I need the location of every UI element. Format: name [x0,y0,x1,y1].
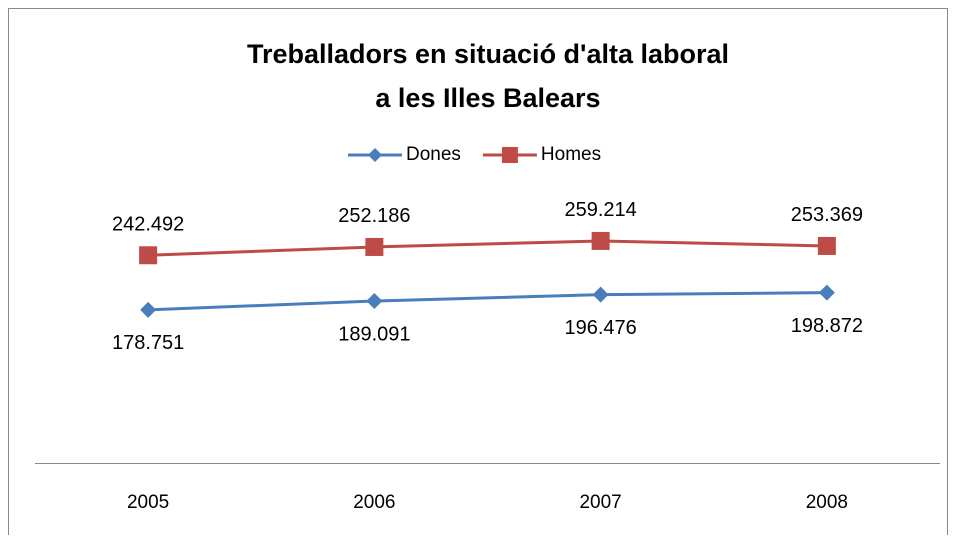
legend-marker [368,148,382,162]
data-label: 178.751 [112,332,184,354]
data-label: 242.492 [112,214,184,236]
chart-title: Treballadors en situació d'alta laboral [247,39,729,69]
legend-label: Homes [541,144,601,165]
x-tick-label: 2007 [579,492,621,513]
data-point [139,246,158,265]
x-tick-label: 2005 [127,492,169,513]
data-point [817,236,836,255]
x-tick-label: 2008 [806,492,848,513]
data-point [818,284,835,301]
data-label: 259.214 [564,199,636,221]
data-point [591,231,610,250]
data-label: 196.476 [564,317,636,339]
data-label: 198.872 [791,315,863,337]
data-label: 253.369 [791,204,863,226]
series-line [148,291,827,312]
data-label: 189.091 [338,323,410,345]
data-label: 252.186 [338,205,410,227]
data-point [592,286,609,303]
data-point [366,293,383,310]
x-tick-label: 2006 [353,492,395,513]
chart-frame [8,8,948,540]
data-point [140,301,157,318]
data-point [365,237,384,256]
legend-marker [501,147,518,163]
chart-title: a les Illes Balears [375,83,600,113]
series-line [148,239,827,257]
legend-label: Dones [406,144,461,165]
